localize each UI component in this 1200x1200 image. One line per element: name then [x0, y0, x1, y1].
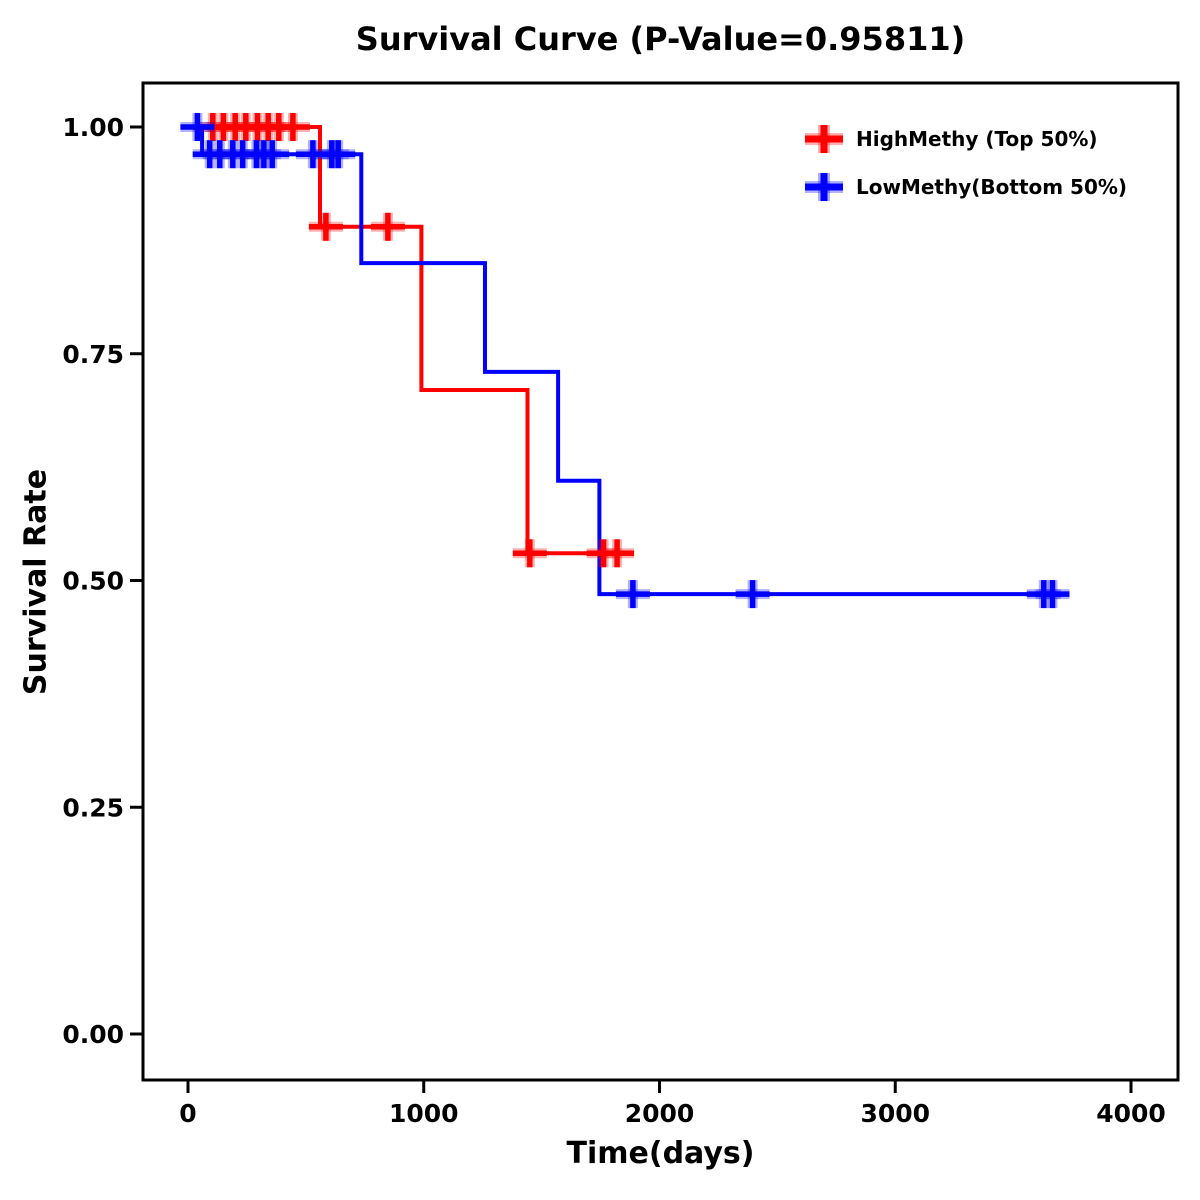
plot-border: [141, 81, 1180, 1082]
censor-mark-highmethy: [370, 212, 405, 241]
series-line-lowmethy: [188, 125, 1058, 597]
x-axis-tick-label: 0: [179, 1099, 196, 1128]
blue-censor-plus-icon: [805, 173, 843, 201]
censor-mark-highmethy: [512, 539, 547, 568]
x-axis-tick-label: 2000: [625, 1099, 695, 1128]
legend: HighMethy (Top 50%) LowMethy(Bottom 50%): [802, 115, 1127, 211]
y-axis-tick-label: 0.25: [62, 793, 124, 822]
legend-label-highmethy: HighMethy (Top 50%): [856, 127, 1098, 151]
censor-mark-lowmethy: [615, 580, 650, 609]
legend-label-lowmethy: LowMethy(Bottom 50%): [856, 175, 1128, 199]
legend-item-lowmethy: LowMethy(Bottom 50%): [802, 163, 1127, 211]
x-axis-title: Time(days): [566, 1136, 755, 1171]
series-line-highmethy: [188, 125, 632, 556]
y-axis-tick-label: 1.00: [62, 113, 124, 142]
y-axis-tick-label: 0.00: [62, 1020, 124, 1049]
censor-mark-highmethy: [600, 539, 635, 568]
censor-mark-lowmethy: [1035, 580, 1070, 609]
x-axis-tick-label: 3000: [860, 1099, 930, 1128]
x-axis-tick-label: 4000: [1096, 1099, 1166, 1128]
chart-title: Survival Curve (P-Value=0.95811): [355, 20, 966, 58]
censor-mark-lowmethy: [321, 140, 356, 169]
censor-mark-lowmethy: [255, 140, 290, 169]
legend-item-highmethy: HighMethy (Top 50%): [802, 115, 1127, 163]
censor-mark-highmethy: [308, 212, 343, 241]
y-axis-tick-label: 0.50: [62, 567, 124, 596]
censor-mark-lowmethy: [180, 113, 215, 141]
censor-mark-highmethy: [275, 113, 310, 141]
red-censor-plus-icon: [805, 125, 843, 153]
y-axis-tick-label: 0.75: [62, 340, 124, 369]
censor-mark-lowmethy: [735, 580, 770, 609]
x-axis-tick-label: 1000: [389, 1099, 459, 1128]
